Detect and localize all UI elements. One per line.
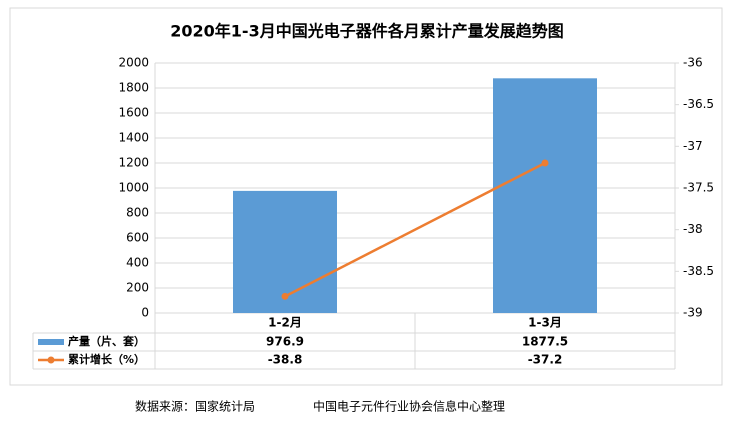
line-marker	[281, 292, 289, 300]
legend-label: 产量（片、套）	[68, 334, 145, 348]
y2-tick-label: -37	[683, 139, 703, 153]
y-tick-label: 400	[126, 256, 149, 270]
y2-tick-label: -38	[683, 222, 703, 236]
y-tick-label: 1000	[118, 181, 149, 195]
y2-tick-label: -36	[683, 56, 703, 70]
bar	[493, 78, 597, 313]
chart-title: 2020年1-3月中国光电子器件各月累计产量发展趋势图	[170, 22, 563, 41]
y-tick-label: 1800	[118, 81, 149, 95]
compiler: 中国电子元件行业协会信息中心整理	[313, 399, 505, 414]
table-value: 976.9	[266, 335, 304, 349]
y-tick-label: 1600	[118, 106, 149, 120]
source: 数据来源：国家统计局	[135, 399, 255, 414]
y2-tick-label: -38.5	[683, 264, 714, 278]
y-tick-label: 0	[141, 306, 149, 320]
y2-tick-label: -37.5	[683, 181, 714, 195]
legend-key	[38, 339, 64, 345]
legend-key	[47, 356, 55, 364]
line-marker	[541, 159, 549, 167]
y-tick-label: 1200	[118, 156, 149, 170]
y2-tick-label: -36.5	[683, 97, 714, 111]
line	[284, 161, 546, 298]
table-value: -38.8	[268, 353, 303, 367]
table-value: 1877.5	[522, 335, 568, 349]
x-tick-label: 1-3月	[528, 316, 562, 330]
y-tick-label: 2000	[118, 56, 149, 70]
bar	[233, 190, 337, 313]
y-tick-label: 600	[126, 231, 149, 245]
table-value: -37.2	[528, 353, 563, 367]
x-tick-label: 1-2月	[268, 316, 302, 330]
y-tick-label: 800	[126, 206, 149, 220]
chart-frame	[9, 7, 723, 386]
legend-label: 累计增长（%）	[68, 352, 145, 366]
y2-tick-label: -39	[683, 306, 703, 320]
y-tick-label: 200	[126, 281, 149, 295]
y-tick-label: 1400	[118, 131, 149, 145]
